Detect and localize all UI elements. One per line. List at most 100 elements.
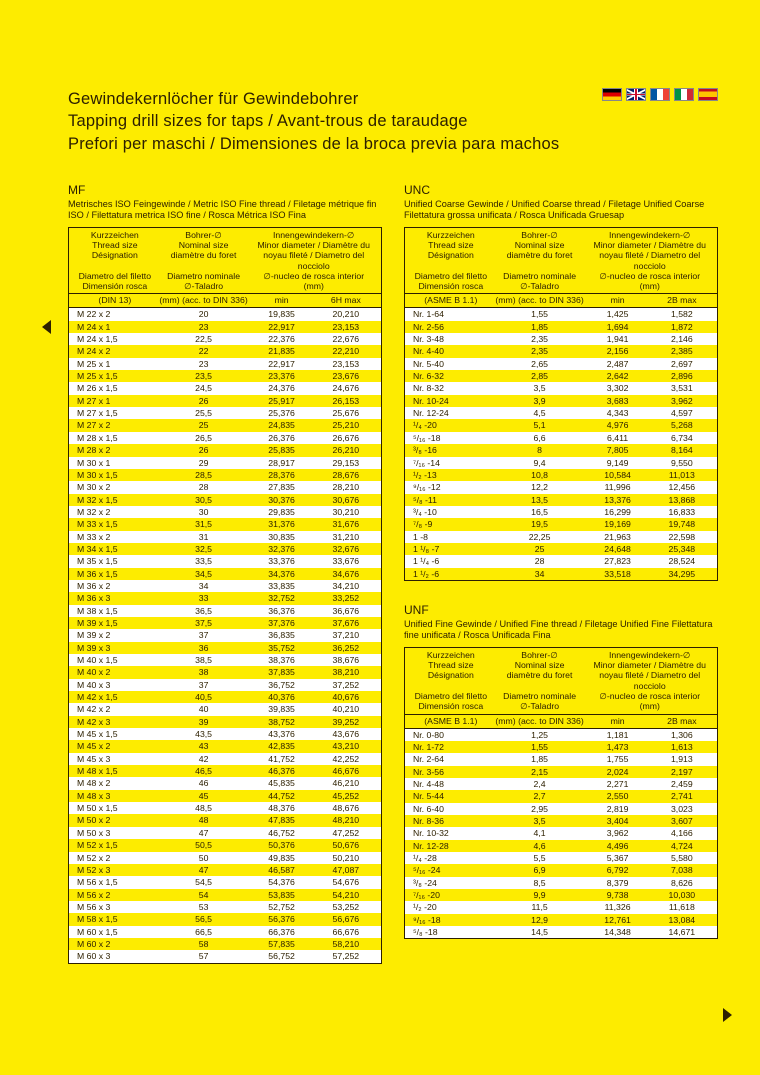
table-cell: 37,376	[249, 617, 313, 629]
table-cell: 4,6	[494, 840, 586, 852]
table-cell: 25,210	[314, 419, 378, 431]
table-row: ⁷/₈ -919,519,16919,748	[405, 518, 717, 530]
table-cell: 32,752	[249, 592, 313, 604]
columns: MF Metrisches ISO Feingewinde / Metric I…	[68, 183, 718, 964]
table-cell: 28,917	[249, 457, 313, 469]
title-line-2: Tapping drill sizes for taps / Avant-tro…	[68, 110, 718, 132]
table-row: Nr. 12-284,64,4964,724	[405, 840, 717, 852]
table-cell: 66,376	[249, 926, 313, 938]
table-cell: 23,153	[314, 358, 378, 370]
table-row: ¹/₄ -205,14,9765,268	[405, 419, 717, 431]
table-header-row: Diametro del filettoDiametro nominale∅-n…	[408, 271, 714, 281]
table-cell: 11,5	[494, 901, 586, 913]
flag-uk-icon	[626, 88, 646, 101]
table-cell: 1,55	[494, 308, 586, 320]
table-cell: 25,835	[249, 444, 313, 456]
table-row: M 36 x 33332,75233,252	[69, 592, 381, 604]
table-cell: 27,835	[249, 481, 313, 493]
table-cell: 1,941	[585, 333, 649, 345]
table-cell: 25,348	[650, 543, 714, 555]
table-cell: M 39 x 1,5	[72, 617, 158, 629]
table-header-row: Désignationdiamètre du foretnoyau fileté…	[408, 250, 714, 271]
table-row: Nr. 5-442,72,5502,741	[405, 790, 717, 802]
table-row: M 22 x 22019,83520,210	[69, 308, 381, 320]
table-cell: 54,376	[249, 876, 313, 888]
unc-head: KurzzeichenBohrer-∅Innengewindekern-∅Thr…	[405, 228, 717, 295]
table-cell: Nr. 2-56	[408, 321, 494, 333]
table-cell: 2,85	[494, 370, 586, 382]
table-cell: M 45 x 3	[72, 753, 158, 765]
table-row: Nr. 3-482,351,9412,146	[405, 333, 717, 345]
table-cell: 38,5	[158, 654, 250, 666]
table-cell: 45,252	[314, 790, 378, 802]
table-cell: 1,85	[494, 753, 586, 765]
table-cell: 3,683	[585, 395, 649, 407]
table-cell: 39	[158, 716, 250, 728]
table-row: M 35 x 1,533,533,37633,676	[69, 555, 381, 567]
table-cell: M 60 x 2	[72, 938, 158, 950]
table-cell: 25	[494, 543, 586, 555]
table-cell: 2,819	[585, 803, 649, 815]
table-cell: 56,752	[249, 950, 313, 962]
table-cell: Nr. 6-40	[408, 803, 494, 815]
table-cell: 25	[158, 419, 250, 431]
table-cell: 23,376	[249, 370, 313, 382]
unc-body: Nr. 1-641,551,4251,582Nr. 2-561,851,6941…	[405, 308, 717, 580]
unf-heading: UNF	[404, 603, 718, 617]
table-row: M 26 x 1,524,524,37624,676	[69, 382, 381, 394]
table-cell: 40,5	[158, 691, 250, 703]
table-cell: 4,597	[650, 407, 714, 419]
unc-subhead-2: (mm) (acc. to DIN 336)	[494, 295, 586, 305]
table-cell: M 40 x 2	[72, 666, 158, 678]
table-cell: 39,835	[249, 703, 313, 715]
next-page-icon[interactable]	[723, 1008, 732, 1022]
table-cell: 40	[158, 703, 250, 715]
table-cell: 1 -8	[408, 531, 494, 543]
table-row: M 48 x 34544,75245,252	[69, 790, 381, 802]
table-cell: 4,166	[650, 827, 714, 839]
table-cell: 1,425	[585, 308, 649, 320]
table-cell: 1,55	[494, 741, 586, 753]
table-cell: 46,210	[314, 777, 378, 789]
table-cell: 4,724	[650, 840, 714, 852]
table-row: M 36 x 23433,83534,210	[69, 580, 381, 592]
table-cell: 26,153	[314, 395, 378, 407]
table-cell: 41,752	[249, 753, 313, 765]
table-cell: 36,376	[249, 605, 313, 617]
table-cell: 38,752	[249, 716, 313, 728]
table-cell: Nr. 4-48	[408, 778, 494, 790]
table-cell: 49,835	[249, 852, 313, 864]
table-cell: 8,164	[650, 444, 714, 456]
table-cell: Nr. 10-24	[408, 395, 494, 407]
unc-subhead-4: 2B max	[650, 295, 714, 305]
table-cell: 6,411	[585, 432, 649, 444]
mf-subhead-2: (mm) (acc. to DIN 336)	[158, 295, 250, 305]
table-cell: 32,376	[249, 543, 313, 555]
table-cell: M 50 x 1,5	[72, 802, 158, 814]
table-header-row: Thread sizeNominal sizeMinor diameter / …	[72, 240, 378, 250]
table-row: M 50 x 24847,83548,210	[69, 814, 381, 826]
table-cell: 11,996	[585, 481, 649, 493]
table-cell: 3,5	[494, 382, 586, 394]
table-cell: 50,210	[314, 852, 378, 864]
table-cell: Nr. 5-40	[408, 358, 494, 370]
table-cell: 33,835	[249, 580, 313, 592]
table-cell: 2,271	[585, 778, 649, 790]
prev-page-icon[interactable]	[42, 320, 51, 334]
table-cell: 4,343	[585, 407, 649, 419]
table-row: M 24 x 22221,83522,210	[69, 345, 381, 357]
table-cell: 6,734	[650, 432, 714, 444]
table-row: M 56 x 35352,75253,252	[69, 901, 381, 913]
table-cell: 39,252	[314, 716, 378, 728]
table-cell: M 27 x 1	[72, 395, 158, 407]
table-cell: 56,5	[158, 913, 250, 925]
table-cell: 42	[158, 753, 250, 765]
table-cell: 34,5	[158, 568, 250, 580]
table-row: M 39 x 1,537,537,37637,676	[69, 617, 381, 629]
table-cell: 40,210	[314, 703, 378, 715]
table-cell: 10,584	[585, 469, 649, 481]
table-row: M 32 x 23029,83530,210	[69, 506, 381, 518]
table-cell: 31,376	[249, 518, 313, 530]
table-cell: 54,676	[314, 876, 378, 888]
table-row: Nr. 5-402,652,4872,697	[405, 358, 717, 370]
